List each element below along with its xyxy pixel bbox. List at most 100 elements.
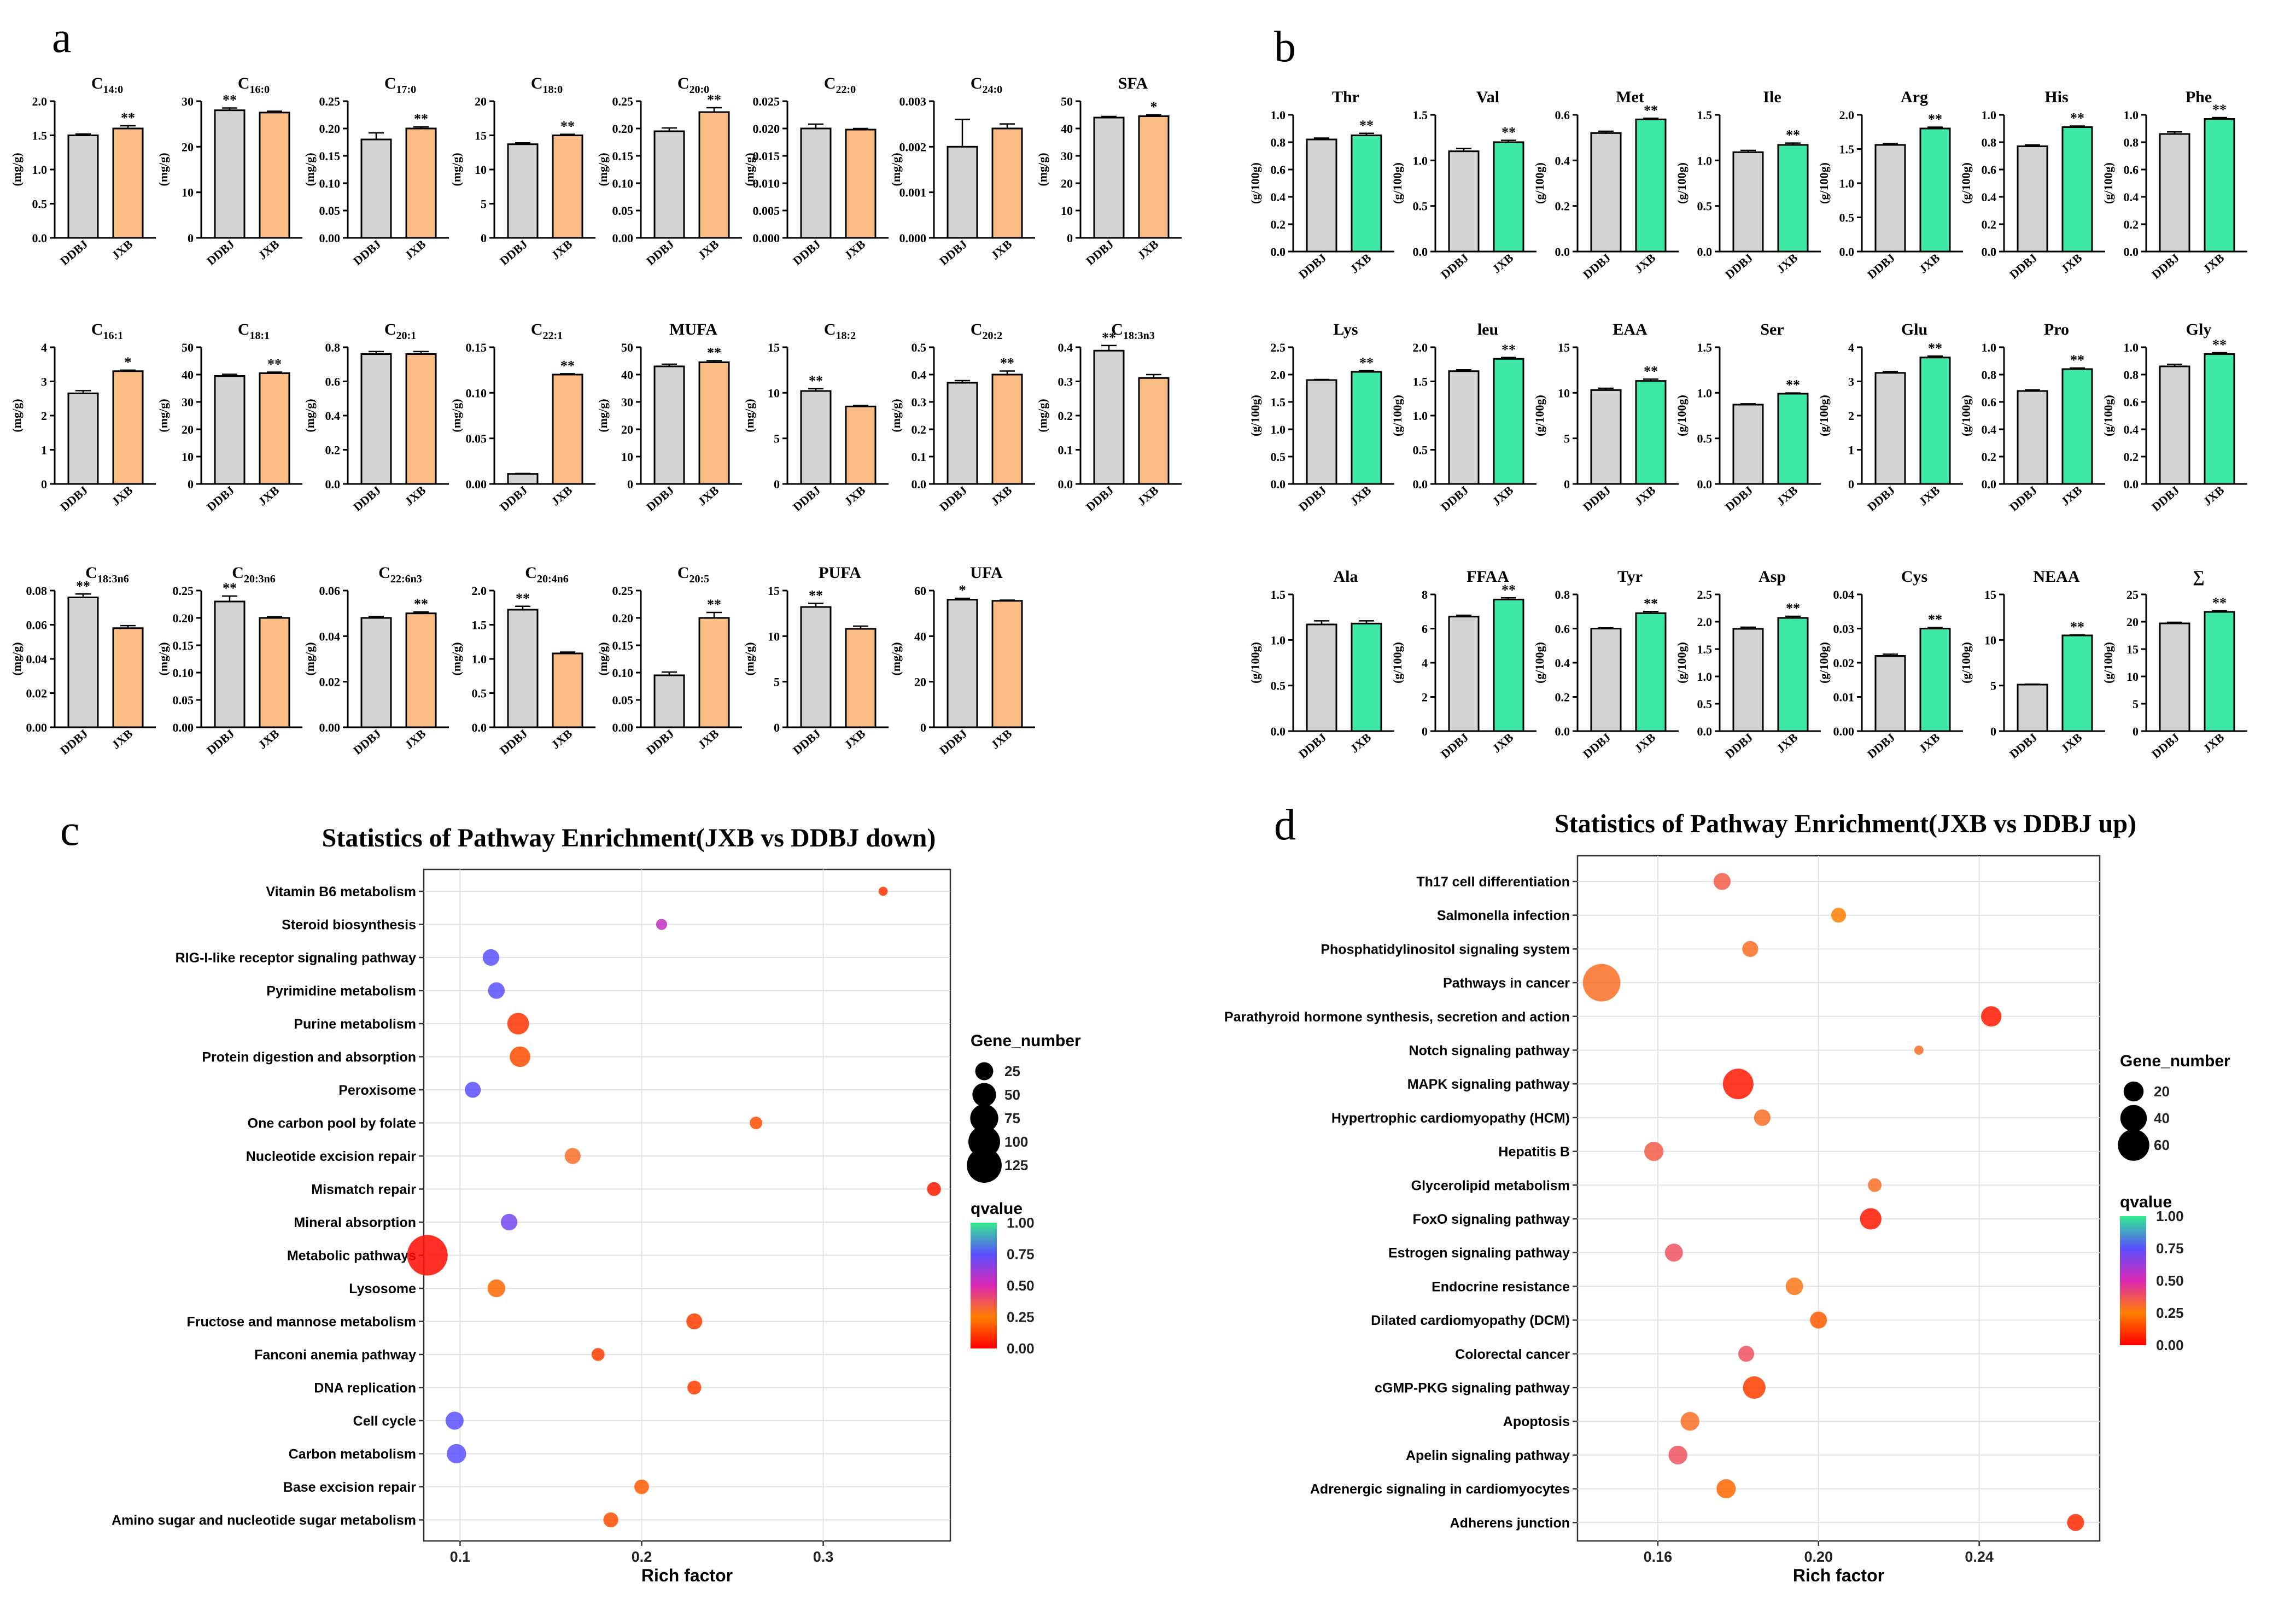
chart-d-pathway-label: Apelin signaling pathway [1406, 1448, 1570, 1463]
chart-b-4-ytick-label: 0.0 [1697, 245, 1713, 259]
chart-a-14-xtick-label-ddbj: DDBJ [790, 483, 823, 514]
chart-a-1-significance: ** [121, 110, 135, 126]
chart-c-pathway-label: Peroxisome [338, 1083, 416, 1098]
chart-a-21-bar-jxb [698, 617, 730, 728]
chart-a-19-title: C22:6n3 [378, 564, 422, 585]
chart-a-14-title-subscript: 18:2 [836, 330, 856, 342]
chart-a-22-xtick-label-ddbj: DDBJ [790, 727, 823, 757]
chart-b-5-ytick-label: 0.0 [1839, 245, 1855, 259]
chart-a-10-ytick-label: 0 [188, 477, 194, 491]
chart-b-2-significance: ** [1502, 125, 1516, 141]
chart-a-4-ytick-label: 15 [475, 129, 487, 143]
chart-a-19-bar-ddbj [360, 617, 392, 728]
chart-a-9-ytick-label: 2 [41, 409, 47, 423]
chart-b-3-ytick-label: 0.2 [1555, 200, 1570, 213]
chart-d: d Statistics of Pathway Enrichment(JXB vs… [1224, 801, 2230, 1585]
chart-d-legend-q-title: qvalue [2120, 1193, 2172, 1211]
chart-b-8-ytick-label: 1.5 [1271, 395, 1286, 409]
chart-a-17-bar-jxb [112, 627, 144, 728]
chart-a-20-bar-ddbj [507, 609, 539, 728]
chart-d-pathway-label: FoxO signaling pathway [1412, 1212, 1570, 1227]
chart-a-1-ytick-label: 2.0 [32, 95, 48, 108]
chart-a-23-bar-ddbj [947, 599, 978, 728]
chart-a-7-xtick-label-jxb: JXB [988, 237, 1014, 262]
chart-a-15-title-subscript: 20:2 [983, 330, 1003, 342]
chart-a-7-bar-ddbj [947, 145, 978, 239]
chart-a-16: 0.0 0.1 0.2 0.3 0.4 (mg/g) ** DDBJ JXB C18:3n3 [1036, 320, 1182, 514]
chart-b-12-xtick-label-jxb: JXB [1916, 483, 1942, 508]
chart-d-legend-size-dot [2118, 1129, 2149, 1161]
chart-b-2-xtick-label-ddbj: DDBJ [1438, 251, 1471, 282]
chart-a-6-ylabel: (mg/g) [743, 153, 756, 186]
chart-a-13-ytick-label: 10 [621, 450, 633, 464]
chart-a-19-ytick-label: 0.06 [319, 584, 341, 598]
chart-d-title: Statistics of Pathway Enrichment(JXB vs … [1555, 809, 2136, 838]
chart-a-17-significance: ** [76, 578, 90, 594]
chart-a-8-title: SFA [1118, 74, 1148, 92]
chart-c-legend-size-label: 125 [1004, 1157, 1028, 1173]
chart-c-legend-size-dot [967, 1148, 1002, 1183]
chart-a-8-xtick-label-ddbj: DDBJ [1083, 237, 1116, 268]
chart-a-4-ytick-label: 5 [481, 197, 487, 211]
chart-a-4-title-subscript: 18:0 [543, 84, 563, 96]
chart-a-23-ytick-label: 0 [920, 721, 926, 734]
chart-a-13-title-main: MUFA [669, 320, 717, 338]
chart-a-8-ytick-label: 40 [1061, 122, 1073, 136]
chart-a-10-ytick-label: 20 [182, 423, 194, 436]
chart-c-legend-size-dot [975, 1062, 994, 1081]
chart-a-10-title: C18:1 [238, 320, 270, 342]
chart-a-19-title-subscript: 22:6n3 [390, 573, 422, 585]
chart-b-10-bar-ddbj [1590, 389, 1622, 485]
chart-d-pathway-label: Adherens junction [1450, 1515, 1570, 1531]
chart-a-20-ytick-label: 1.5 [472, 618, 487, 632]
chart-b-3-significance: ** [1644, 102, 1658, 118]
chart-a-16-xtick-label-ddbj: DDBJ [1083, 483, 1116, 514]
chart-a-15-title: C20:2 [971, 320, 1002, 342]
chart-a-10-xtick-label-ddbj: DDBJ [204, 483, 237, 514]
chart-a-21-significance: ** [707, 597, 721, 612]
chart-c-pathway-label: DNA replication [314, 1381, 416, 1396]
chart-b-5-ytick-label: 1.0 [1839, 177, 1855, 190]
chart-a-5: 0.00 0.05 0.10 0.15 0.20 0.25 (mg/g) DDBJ ** JXB C… [596, 74, 742, 268]
chart-b-11-title: Ser [1760, 320, 1784, 338]
chart-c-xtick-label: 0.3 [813, 1549, 834, 1565]
chart-b-3-ytick-label: 0.4 [1555, 154, 1570, 167]
chart-a-6-ytick-label: 0.010 [753, 177, 780, 190]
chart-b-4-xtick-label-ddbj: DDBJ [1722, 251, 1755, 282]
chart-a-19-xtick-label-jxb: JXB [402, 726, 428, 751]
chart-b-16-xtick-label-ddbj: DDBJ [1438, 731, 1471, 761]
chart-b-3-bar-jxb [1635, 118, 1667, 253]
chart-b-21-bar-ddbj [2159, 622, 2190, 732]
chart-a-18-significance: ** [223, 580, 237, 596]
chart-c-point [564, 1148, 581, 1164]
chart-a-12-title-subscript: 22:1 [543, 330, 563, 342]
chart-b-16-title: FFAA [1467, 568, 1509, 586]
chart-b-1-title: Thr [1332, 88, 1359, 106]
chart-a-20-ytick-label: 0.5 [472, 687, 487, 700]
chart-a-13-ytick-label: 40 [621, 368, 633, 382]
chart-b-6-ytick-label: 0.0 [1982, 245, 1997, 259]
chart-b-9: 0.0 0.5 1.0 1.5 2.0 (g/100g) DDBJ ** JXB leu [1391, 320, 1536, 514]
chart-a-17-ylabel: (mg/g) [10, 642, 24, 675]
chart-a-2-ytick-label: 10 [182, 186, 194, 200]
chart-a-23-ytick-label: 40 [914, 629, 926, 643]
chart-d-pathway-label: Apoptosis [1503, 1414, 1570, 1429]
chart-b-17-ytick-label: 0.0 [1555, 725, 1570, 738]
chart-b-14-ytick-label: 0.6 [2124, 395, 2139, 409]
chart-a-16-ytick-label: 0.4 [1058, 341, 1073, 354]
chart-b-4: 0.0 0.5 1.0 1.5 (g/100g) DDBJ ** JXB Ile [1675, 88, 1821, 282]
chart-b-15-ytick-label: 0.5 [1271, 679, 1286, 693]
chart-a-11-ytick-label: 0.8 [325, 341, 341, 354]
chart-d-point [1582, 963, 1621, 1002]
chart-d-xtick-label: 0.16 [1644, 1549, 1673, 1565]
chart-a-20-significance: ** [516, 591, 530, 606]
chart-b-15: 0.0 0.5 1.0 1.5 (g/100g) DDBJ JXB Ala [1248, 568, 1394, 761]
chart-c-point [445, 1411, 464, 1430]
chart-b-16-bar-jxb [1493, 598, 1524, 732]
chart-a-19-ytick-label: 0.02 [319, 675, 341, 689]
chart-a-9-ylabel: (mg/g) [10, 399, 24, 432]
chart-a-14-ytick-label: 5 [774, 432, 780, 446]
chart-a-23-title-main: UFA [970, 564, 1003, 582]
chart-a-20-ytick-label: 2.0 [472, 584, 487, 598]
chart-b-4-xtick-label-jxb: JXB [1774, 250, 1800, 276]
